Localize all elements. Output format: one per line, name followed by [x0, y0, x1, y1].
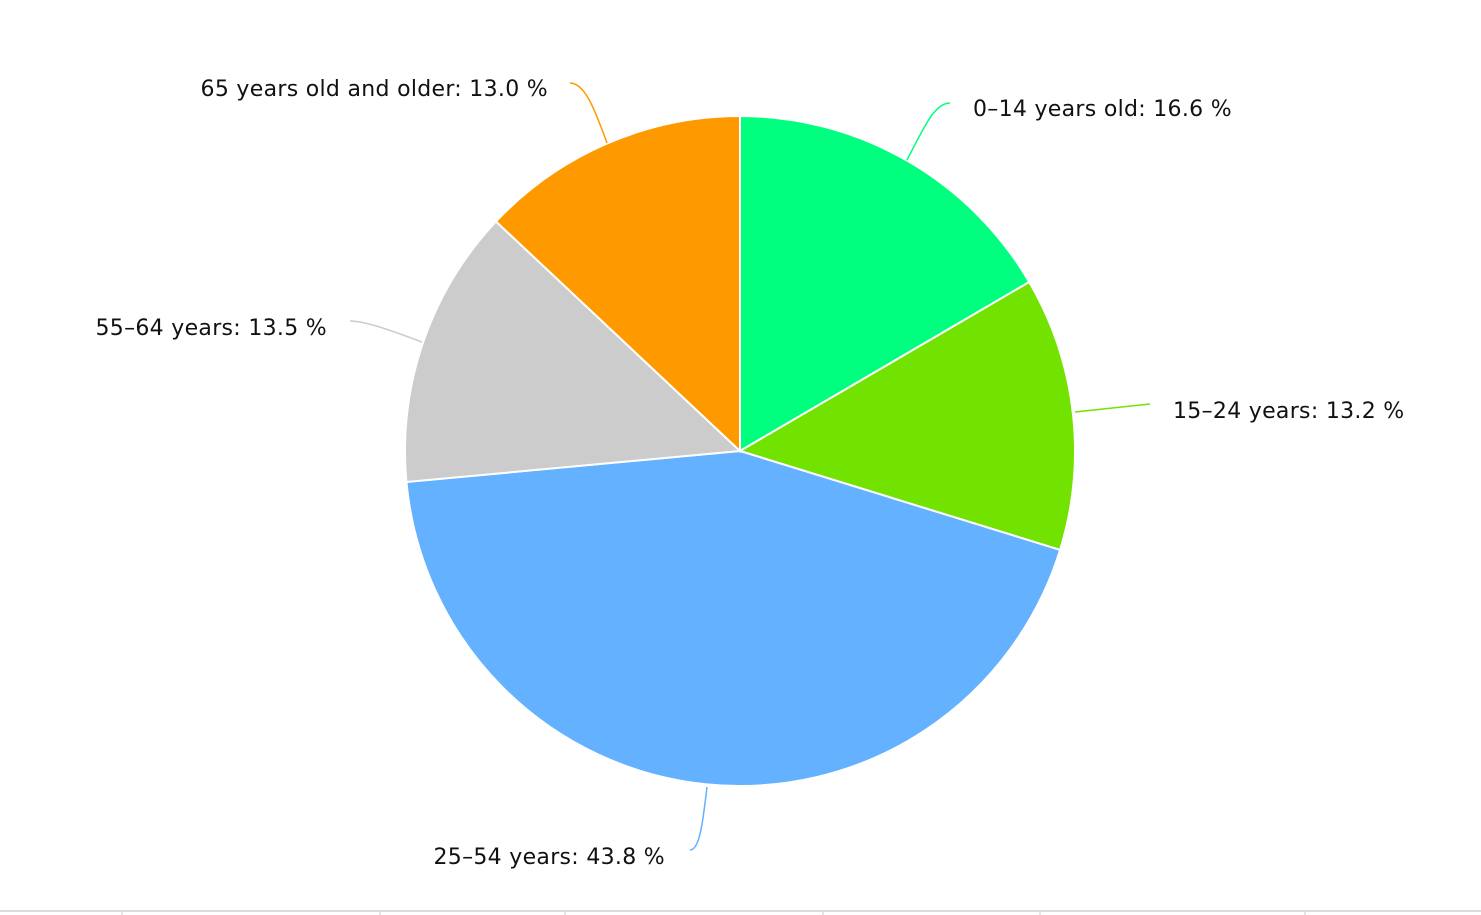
connector-1 — [1074, 403, 1151, 413]
pie-slice-25-54-years[interactable] — [405, 449, 1062, 787]
data-label-65-plus: 65 years old and older: 13.0 % — [201, 77, 548, 102]
data-label-0-14: 0–14 years old: 16.6 % — [973, 97, 1232, 122]
connector-4 — [569, 82, 608, 144]
pie-slice-65-years-old-and-older[interactable] — [494, 114, 741, 454]
pie-slice-0-14-years-old[interactable] — [739, 114, 1031, 453]
pie-slice-15-24-years[interactable] — [737, 280, 1076, 552]
axis-line — [0, 910, 1481, 912]
pie-slice-55-64-years[interactable] — [404, 220, 743, 484]
bottom-axis — [0, 910, 1481, 912]
data-label-55-64: 55–64 years: 13.5 % — [95, 316, 327, 341]
data-labels: 0–14 years old: 16.6 % 15–24 years: 13.2… — [95, 77, 1404, 870]
data-label-25-54: 25–54 years: 43.8 % — [433, 845, 665, 870]
label-connectors — [349, 82, 1151, 851]
connector-3 — [349, 320, 423, 343]
pie-slices — [404, 114, 1076, 787]
connector-2 — [689, 786, 708, 851]
connector-0 — [906, 102, 951, 161]
data-label-15-24: 15–24 years: 13.2 % — [1173, 399, 1405, 424]
